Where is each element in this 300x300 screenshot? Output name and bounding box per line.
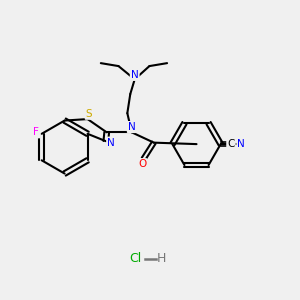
Text: F: F: [33, 127, 39, 137]
Text: S: S: [86, 109, 92, 119]
Text: N: N: [237, 139, 245, 149]
Text: C: C: [227, 139, 235, 149]
Text: N: N: [107, 138, 115, 148]
Text: Cl: Cl: [129, 252, 141, 266]
Text: N: N: [131, 70, 139, 80]
Text: N: N: [128, 122, 136, 132]
Text: O: O: [138, 159, 146, 169]
Text: H: H: [157, 252, 167, 266]
